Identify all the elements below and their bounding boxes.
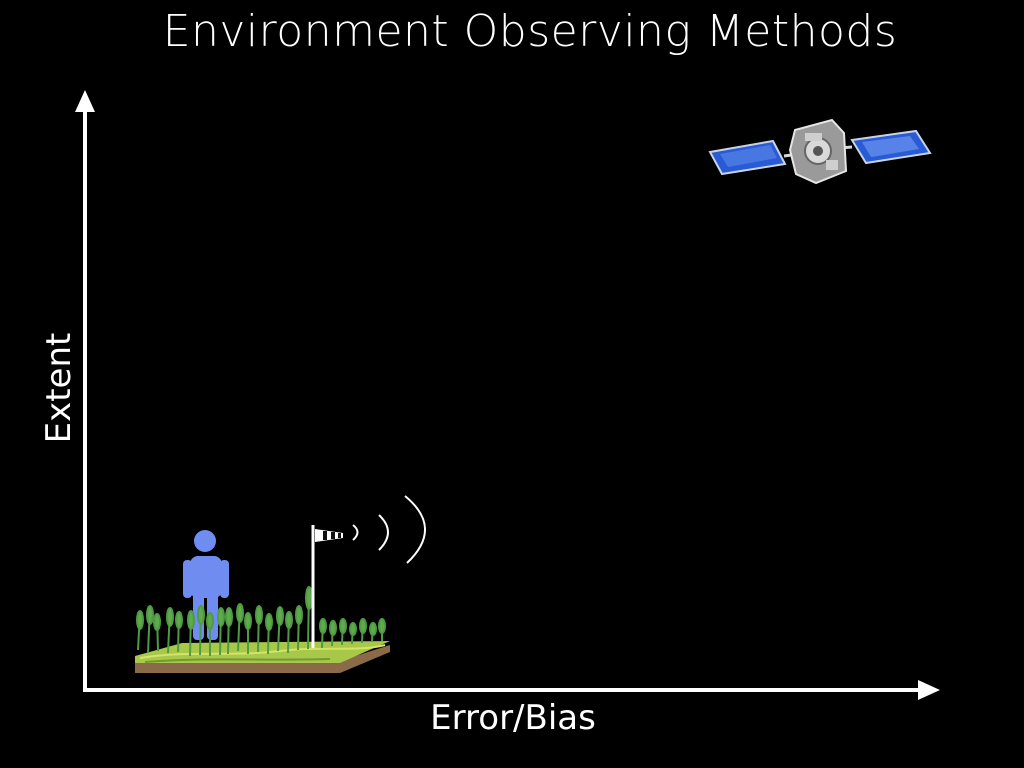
foreground-grass bbox=[187, 605, 225, 657]
x-axis-label: Error/Bias bbox=[430, 698, 596, 738]
field-plot-icon bbox=[135, 586, 390, 673]
signal-waves-icon bbox=[352, 495, 426, 564]
axes bbox=[75, 90, 940, 700]
windsock-icon bbox=[311, 525, 343, 648]
x-axis-arrowhead bbox=[918, 680, 940, 700]
y-axis-arrowhead bbox=[75, 90, 95, 112]
satellite-icon bbox=[708, 118, 932, 185]
left-solar-panel bbox=[708, 139, 787, 176]
y-axis-label: Extent bbox=[39, 332, 79, 444]
right-solar-panel bbox=[850, 129, 932, 165]
slide-title: Environment Observing Methods bbox=[162, 6, 898, 57]
field-soil bbox=[135, 645, 390, 673]
